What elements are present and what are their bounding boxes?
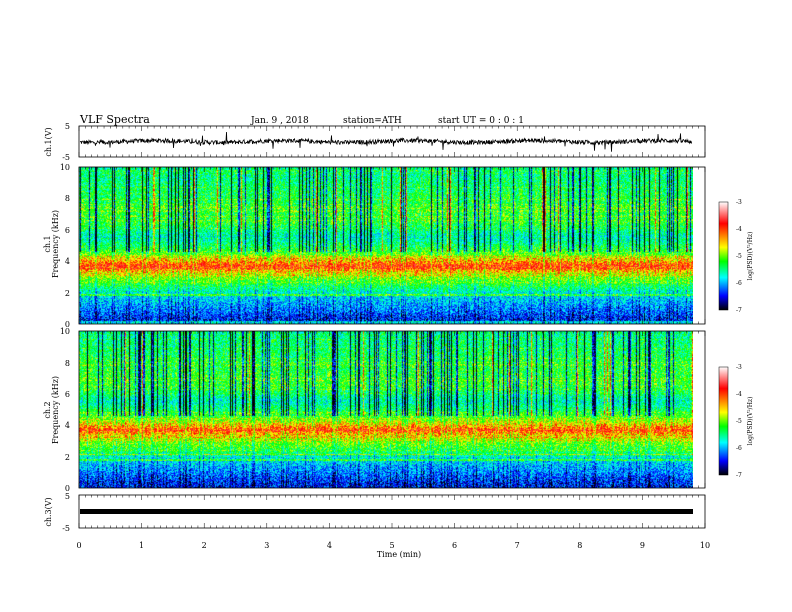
x-tick-label: 2	[202, 541, 207, 550]
colorbar-ch2-tick-m4: -4	[736, 391, 742, 398]
start-ut-label: start UT = 0 : 0 : 1	[438, 116, 524, 126]
x-tick-label: 5	[389, 541, 394, 550]
ch1-ftick-2: 2	[65, 289, 70, 298]
colorbar-ch1-bar	[718, 201, 729, 311]
x-tick-label: 10	[700, 541, 710, 550]
x-tick-label: 4	[327, 541, 332, 550]
colorbar-ch2-tick-m5: -5	[736, 418, 742, 425]
ch1-spectrogram-ylabel: Frequency (kHz)	[51, 210, 60, 278]
ch1-ftick-6: 6	[65, 226, 70, 235]
colorbar-ch1-tick-m3: -3	[736, 199, 742, 206]
x-tick-label: 0	[76, 541, 81, 550]
ch1-spectrogram-channel: ch.1	[43, 235, 52, 252]
x-tick-label: 8	[577, 541, 582, 550]
colorbar-ch2: -3 -4 -5 -6 -7 log(PSD)(V²/Hz)	[718, 364, 754, 479]
ch1-spectrogram-nodata	[693, 167, 705, 324]
ch3-waveform-ylabel: ch.3(V)	[44, 497, 53, 526]
ch2-spectrogram-nodata	[693, 331, 705, 488]
colorbar-ch2-tick-m6: -6	[736, 445, 742, 452]
x-tick-label: 1	[139, 541, 144, 550]
ch3-waveform-panel: 5 -5 ch.3(V)	[44, 492, 706, 533]
colorbar-ch1-tick-m4: -4	[736, 226, 742, 233]
ch2-spectrogram-channel: ch.2	[43, 401, 52, 418]
colorbar-ch1-label: log(PSD)(V²/Hz)	[747, 232, 754, 281]
ch2-spectrogram-ylabel: Frequency (kHz)	[51, 376, 60, 444]
colorbar-ch1-tick-m6: -6	[736, 280, 742, 287]
ch1-spectrogram-ticks	[78, 167, 706, 324]
ch3-waveform-ticks	[78, 495, 706, 528]
date-label: Jan. 9 , 2018	[250, 116, 309, 126]
figure-title: VLF Spectra	[79, 113, 150, 126]
colorbar-ch2-bar	[718, 366, 729, 476]
x-tick-label: 9	[640, 541, 645, 550]
colorbar-ch1-tick-m5: -5	[736, 253, 742, 260]
ch1-spectrogram-panel: 10 8 6 4 2 0 ch.1 Frequency (kHz)	[43, 163, 706, 329]
ch1-ftick-4: 4	[65, 257, 70, 266]
ch1-ytick-bottom: -5	[62, 153, 70, 162]
colorbar-ch2-tick-m7: -7	[736, 472, 742, 479]
ch3-waveform-line	[80, 509, 693, 514]
ch2-ftick-4: 4	[65, 421, 70, 430]
colorbar-ch2-label: log(PSD)(V²/Hz)	[747, 397, 754, 446]
ch2-ftick-10: 10	[60, 327, 70, 336]
ch2-spectrogram-image	[79, 331, 693, 488]
ch3-ytick-top: 5	[65, 492, 70, 501]
ch1-ftick-10: 10	[60, 163, 70, 172]
ch2-ftick-8: 8	[65, 359, 70, 368]
x-tick-label: 3	[264, 541, 269, 550]
ch1-ftick-8: 8	[65, 194, 70, 203]
colorbar-ch1-tick-m7: -7	[736, 307, 742, 314]
colorbar-ch2-tick-m3: -3	[736, 364, 742, 371]
ch2-ftick-6: 6	[65, 390, 70, 399]
station-label: station=ATH	[343, 116, 402, 126]
colorbar-ch1: -3 -4 -5 -6 -7 log(PSD)(V²/Hz)	[718, 199, 754, 314]
time-axis: 0 1 2 3 4 5 6 7 8 9 10	[76, 541, 710, 550]
ch2-ftick-2: 2	[65, 453, 70, 462]
ch3-ytick-bottom: -5	[62, 524, 70, 533]
ch1-ytick-top: 5	[65, 122, 70, 131]
ch2-ftick-0: 0	[65, 484, 70, 493]
x-tick-label: 7	[515, 541, 520, 550]
ch1-waveform-ticks	[78, 126, 706, 157]
ch2-spectrogram-panel: 10 8 6 4 2 0 ch.2 Frequency (kHz)	[43, 327, 706, 493]
ch1-waveform-ylabel: ch.1(V)	[44, 127, 53, 156]
ch1-waveform-line	[79, 131, 693, 152]
time-axis-label: Time (min)	[377, 550, 421, 559]
ch2-spectrogram-ticks	[78, 331, 706, 488]
x-tick-label: 6	[452, 541, 457, 550]
ch1-ftick-0: 0	[65, 320, 70, 329]
ch1-waveform-panel: 5 -5 ch.1(V)	[44, 122, 706, 162]
ch1-spectrogram-image	[79, 167, 693, 324]
